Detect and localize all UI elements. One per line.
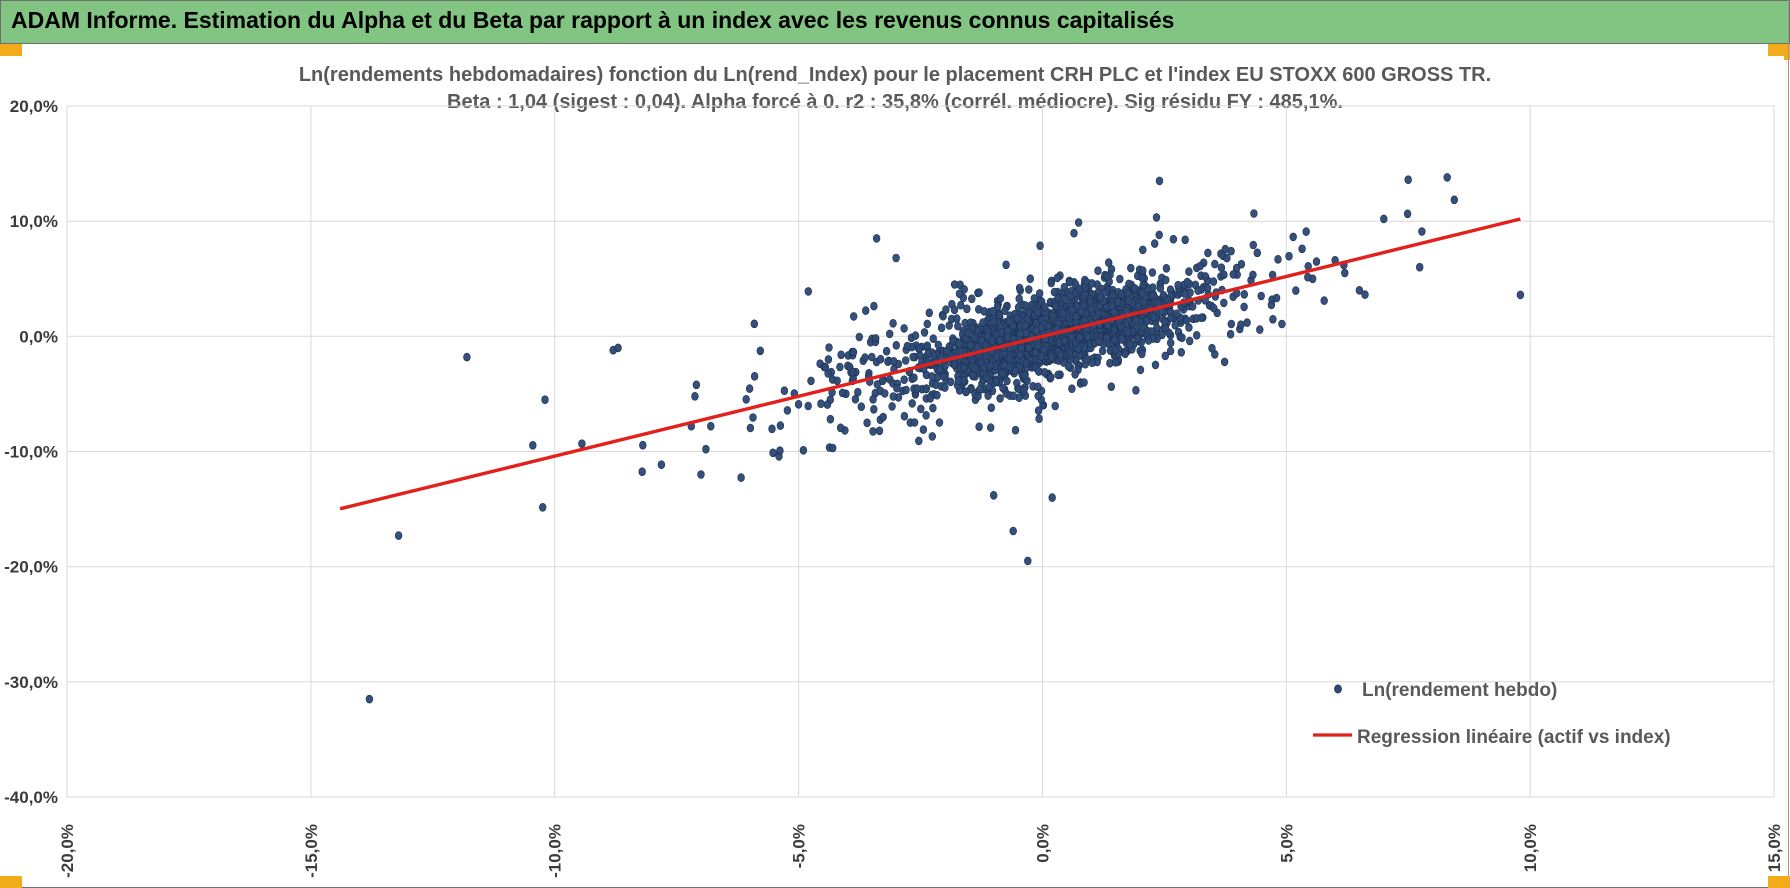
svg-text:-40,0%: -40,0% xyxy=(4,788,58,807)
svg-text:Regression linéaire (actif vs: Regression linéaire (actif vs index) xyxy=(1357,727,1671,748)
svg-text:0,0%: 0,0% xyxy=(1033,824,1052,863)
svg-text:Ln(rendement hebdo): Ln(rendement hebdo) xyxy=(1362,680,1557,701)
svg-text:-20,0%: -20,0% xyxy=(4,558,58,577)
svg-text:-30,0%: -30,0% xyxy=(4,673,58,692)
svg-text:10,0%: 10,0% xyxy=(10,212,58,231)
svg-text:-10,0%: -10,0% xyxy=(4,443,58,462)
svg-text:-10,0%: -10,0% xyxy=(546,824,565,878)
svg-text:-20,0%: -20,0% xyxy=(58,824,77,878)
svg-text:-5,0%: -5,0% xyxy=(790,824,809,868)
svg-text:20,0%: 20,0% xyxy=(10,97,58,116)
svg-text:10,0%: 10,0% xyxy=(1521,824,1540,872)
svg-text:5,0%: 5,0% xyxy=(1277,824,1296,863)
svg-text:-15,0%: -15,0% xyxy=(302,824,321,878)
svg-text:15,0%: 15,0% xyxy=(1765,824,1784,872)
svg-text:0,0%: 0,0% xyxy=(19,327,58,346)
